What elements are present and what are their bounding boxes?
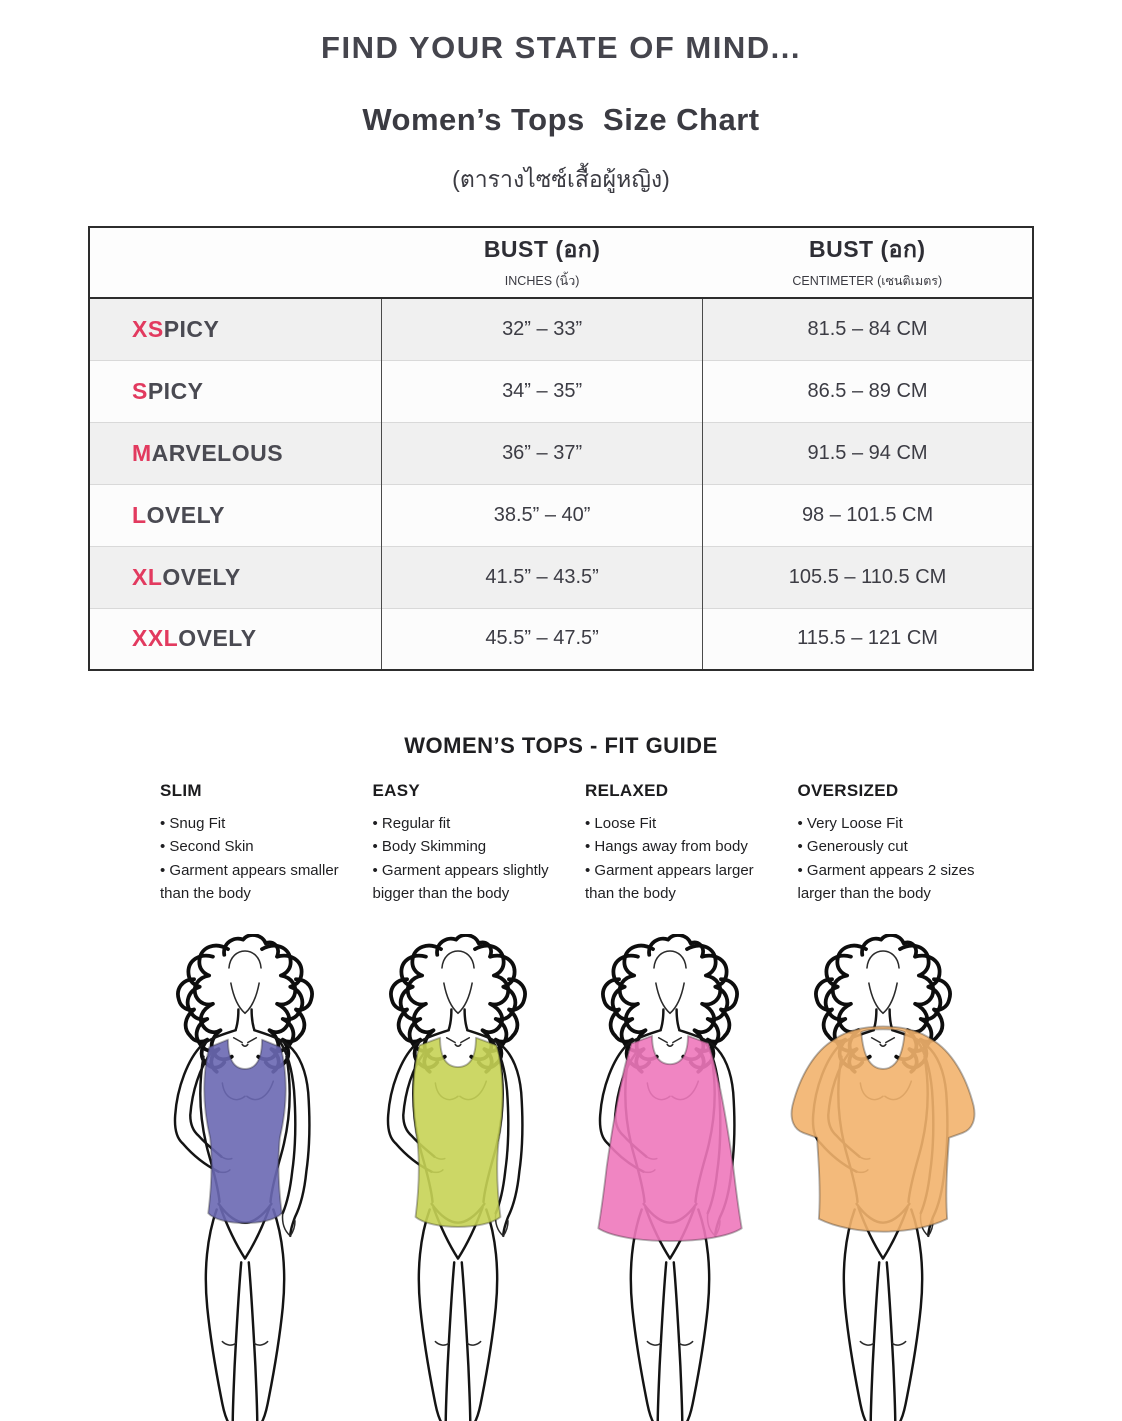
table-row: MARVELOUS 36” – 37” 91.5 – 94 CM (89, 422, 1033, 484)
fit-column-easy: EASY Regular fit Body Skimming Garment a… (349, 781, 562, 1421)
inches-cell: 36” – 37” (381, 422, 703, 484)
figure-illustration-relaxed (597, 934, 743, 1421)
page-subtitle: Women’s Tops Size Chart (362, 102, 760, 137)
figure-illustration-oversized (790, 934, 976, 1421)
header-cell-empty (89, 227, 382, 298)
size-prefix: S (132, 377, 148, 404)
size-name-cell: XSPICY (89, 298, 382, 360)
inches-cell: 32” – 33” (381, 298, 703, 360)
fit-point: Generously cut (798, 835, 983, 858)
table-row: XXLOVELY 45.5” – 47.5” 115.5 – 121 CM (89, 608, 1033, 670)
fit-points-list: Regular fit Body Skimming Garment appear… (373, 812, 558, 930)
fit-column-oversized: OVERSIZED Very Loose Fit Generously cut … (774, 781, 987, 1421)
garment-oversized-tee (790, 1025, 976, 1233)
size-rest: OVELY (146, 501, 225, 528)
figure-illustration-easy (385, 934, 527, 1421)
fit-points-list: Loose Fit Hangs away from body Garment a… (585, 812, 770, 930)
fit-guide-title: WOMEN’S TOPS - FIT GUIDE (404, 733, 718, 758)
garment-slim-tank (203, 1038, 287, 1225)
size-name-cell: SPICY (89, 360, 382, 422)
fit-point: Garment appears 2 sizes larger than the … (798, 859, 983, 906)
fit-point: Hangs away from body (585, 835, 770, 858)
fit-point: Garment appears larger than the body (585, 859, 770, 906)
size-name-cell: LOVELY (89, 484, 382, 546)
header-cell-bust-inches: BUST (อก) INCHES (นิ้ว) (382, 227, 703, 298)
fit-name: RELAXED (585, 781, 669, 800)
figure-illustration-slim (173, 934, 315, 1421)
column-header: BUST (อก) (809, 236, 926, 262)
size-chart-table: BUST (อก) INCHES (นิ้ว) BUST (อก) CENTIM… (88, 226, 1034, 671)
fit-point: Regular fit (373, 812, 558, 835)
size-prefix: XXL (132, 625, 179, 652)
fit-column-slim: SLIM Snug Fit Second Skin Garment appear… (136, 781, 349, 1421)
table-row: XLOVELY 41.5” – 43.5” 105.5 – 110.5 CM (89, 546, 1033, 608)
inches-cell: 34” – 35” (381, 360, 703, 422)
fit-point: Body Skimming (373, 835, 558, 858)
column-subheader: CENTIMETER (เซนติเมตร) (792, 274, 943, 288)
garment-easy-tank (411, 1036, 504, 1228)
size-name-cell: MARVELOUS (89, 422, 382, 484)
header-cell-bust-cm: BUST (อก) CENTIMETER (เซนติเมตร) (703, 227, 1033, 298)
fit-guide-columns: SLIM Snug Fit Second Skin Garment appear… (136, 781, 986, 1421)
fit-point: Garment appears smaller than the body (160, 859, 345, 906)
fit-point: Snug Fit (160, 812, 345, 835)
size-prefix: M (132, 439, 152, 466)
size-rest: OVELY (162, 563, 241, 590)
size-prefix: XL (132, 563, 163, 590)
page-subtitle-thai: (ตารางไซซ์เสื้อผู้หญิง) (452, 166, 670, 192)
fit-point: Garment appears slightly bigger than the… (373, 859, 558, 906)
inches-cell: 45.5” – 47.5” (381, 608, 703, 670)
garment-relaxed-swing-top (597, 1034, 743, 1242)
size-rest: ARVELOUS (151, 439, 284, 466)
size-prefix: XS (132, 315, 164, 342)
column-header: BUST (อก) (483, 236, 601, 262)
inches-cell: 41.5” – 43.5” (381, 546, 703, 608)
fit-point: Loose Fit (585, 812, 770, 835)
fit-column-relaxed: RELAXED Loose Fit Hangs away from body G… (561, 781, 774, 1421)
size-rest: OVELY (178, 625, 257, 652)
fit-point: Second Skin (160, 835, 345, 858)
fit-point: Very Loose Fit (798, 812, 983, 835)
size-name-cell: XLOVELY (89, 546, 382, 608)
cm-cell: 98 – 101.5 CM (702, 484, 1033, 546)
size-prefix: L (132, 501, 147, 528)
table-row: SPICY 34” – 35” 86.5 – 89 CM (89, 360, 1033, 422)
page-title: FIND YOUR STATE OF MIND... (321, 30, 801, 65)
figure-easy (354, 934, 562, 1421)
fit-points-list: Snug Fit Second Skin Garment appears sma… (160, 812, 345, 930)
figure-relaxed (566, 934, 774, 1421)
size-rest: PICY (147, 377, 204, 404)
cm-cell: 81.5 – 84 CM (702, 298, 1033, 360)
figure-slim (141, 934, 349, 1421)
fit-name: EASY (372, 781, 420, 800)
fit-name: OVERSIZED (797, 781, 899, 800)
figure-oversized (779, 934, 987, 1421)
cm-cell: 115.5 – 121 CM (702, 608, 1033, 670)
table-row: XSPICY 32” – 33” 81.5 – 84 CM (89, 298, 1033, 360)
cm-cell: 86.5 – 89 CM (702, 360, 1033, 422)
inches-cell: 38.5” – 40” (381, 484, 703, 546)
cm-cell: 91.5 – 94 CM (702, 422, 1033, 484)
fit-name: SLIM (160, 781, 202, 800)
table-row: LOVELY 38.5” – 40” 98 – 101.5 CM (89, 484, 1033, 546)
table-header-row: BUST (อก) INCHES (นิ้ว) BUST (อก) CENTIM… (89, 227, 1033, 298)
column-subheader: INCHES (นิ้ว) (504, 274, 580, 288)
size-name-cell: XXLOVELY (89, 608, 382, 670)
fit-points-list: Very Loose Fit Generously cut Garment ap… (798, 812, 983, 930)
size-rest: PICY (163, 315, 220, 342)
page-header: FIND YOUR STATE OF MIND... Women’s Tops … (0, 0, 1122, 198)
cm-cell: 105.5 – 110.5 CM (702, 546, 1033, 608)
